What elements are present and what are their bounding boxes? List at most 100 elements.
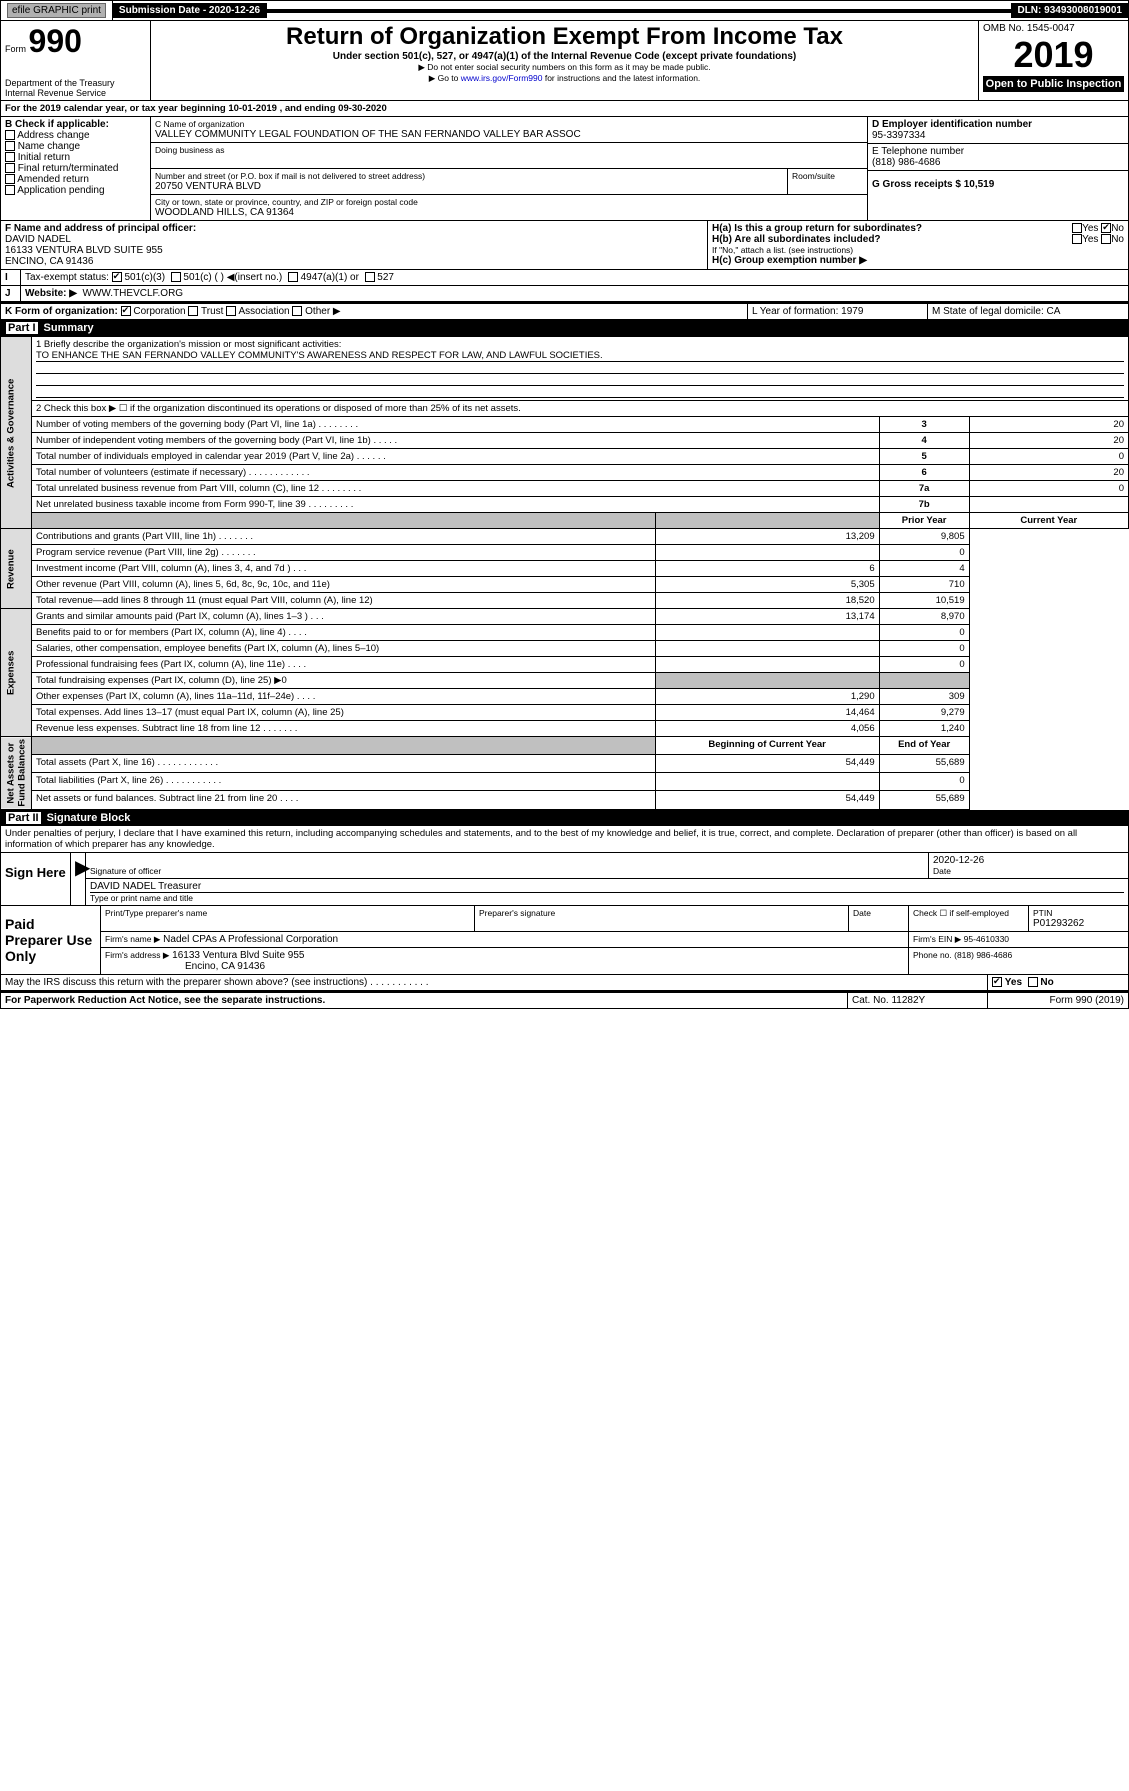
box-b-label: B Check if applicable: — [5, 119, 146, 130]
officer-name: DAVID NADEL — [5, 234, 703, 245]
discuss-yes[interactable] — [992, 977, 1002, 987]
table-row: Professional fundraising fees (Part IX, … — [1, 657, 1129, 673]
open-public-badge: Open to Public Inspection — [983, 76, 1124, 92]
tax-year: 2019 — [983, 34, 1124, 76]
form-number: 990 — [29, 23, 82, 59]
box-m: M State of legal domicile: CA — [928, 304, 1128, 319]
sign-here-label: Sign Here — [1, 853, 71, 905]
h-b-note: If "No," attach a list. (see instruction… — [712, 245, 1124, 255]
table-row: Total number of volunteers (estimate if … — [1, 465, 1129, 481]
subtitle: Under section 501(c), 527, or 4947(a)(1)… — [159, 51, 970, 62]
form-header: Form 990 Department of the Treasury Inte… — [0, 21, 1129, 101]
table-row: Net unrelated business taxable income fr… — [1, 497, 1129, 513]
check-trust[interactable] — [188, 306, 198, 316]
table-row: Number of independent voting members of … — [1, 433, 1129, 449]
phone-value: (818) 986-4686 — [872, 157, 1124, 168]
period-a: For the 2019 calendar year, or tax year … — [1, 101, 1128, 116]
city-label: City or town, state or province, country… — [155, 197, 863, 207]
box-g-label: G Gross receipts $ 10,519 — [872, 179, 1124, 190]
discuss-row: May the IRS discuss this return with the… — [0, 975, 1129, 991]
q1-answer: TO ENHANCE THE SAN FERNANDO VALLEY COMMU… — [36, 350, 1124, 362]
hb-no[interactable] — [1101, 234, 1111, 244]
note-ssn: ▶ Do not enter social security numbers o… — [159, 62, 970, 73]
dln: DLN: 93493008019001 — [1011, 3, 1128, 18]
box-d-label: D Employer identification number — [872, 119, 1124, 130]
box-e-label: E Telephone number — [872, 146, 1124, 157]
city-value: WOODLAND HILLS, CA 91364 — [155, 207, 863, 218]
page-title: Return of Organization Exempt From Incom… — [159, 23, 970, 51]
part1-table: Activities & Governance 1 Briefly descri… — [0, 336, 1129, 810]
box-k-label: K Form of organization: — [5, 306, 118, 317]
form-org-row: K Form of organization: Corporation Trus… — [0, 302, 1129, 320]
check-501c3[interactable] — [112, 272, 122, 282]
street-value: 20750 VENTURA BLVD — [155, 181, 783, 192]
table-row: Total fundraising expenses (Part IX, col… — [1, 673, 1129, 689]
check-amended[interactable]: Amended return — [5, 174, 146, 185]
vert-revenue: Revenue — [1, 529, 32, 609]
org-info-block: B Check if applicable: Address change Na… — [0, 117, 1129, 221]
check-assoc[interactable] — [226, 306, 236, 316]
check-501c[interactable] — [171, 272, 181, 282]
vert-expenses: Expenses — [1, 609, 32, 737]
q2-label: 2 Check this box ▶ ☐ if the organization… — [32, 401, 1129, 417]
discuss-no[interactable] — [1028, 977, 1038, 987]
tax-exempt-label: Tax-exempt status: — [25, 272, 109, 283]
check-other[interactable] — [292, 306, 302, 316]
check-address-change[interactable]: Address change — [5, 130, 146, 141]
check-corp[interactable] — [121, 306, 131, 316]
q1-label: 1 Briefly describe the organization's mi… — [36, 339, 1124, 350]
room-label: Room/suite — [787, 169, 867, 194]
vert-activities: Activities & Governance — [1, 337, 32, 529]
part1-header: Part ISummary — [0, 320, 1129, 336]
h-b-label: H(b) Are all subordinates included? — [712, 234, 881, 245]
table-row: Net assets or fund balances. Subtract li… — [1, 791, 1129, 809]
ein-value: 95-3397334 — [872, 130, 1124, 141]
table-row: Total assets (Part X, line 16) . . . . .… — [1, 755, 1129, 773]
table-row: Program service revenue (Part VIII, line… — [1, 545, 1129, 561]
irs-link[interactable]: www.irs.gov/Form990 — [461, 73, 543, 83]
website-row: J Website: ▶ WWW.THEVCLF.ORG — [0, 286, 1129, 302]
check-final-return[interactable]: Final return/terminated — [5, 163, 146, 174]
check-initial-return[interactable]: Initial return — [5, 152, 146, 163]
table-row: Benefits paid to or for members (Part IX… — [1, 625, 1129, 641]
org-name: VALLEY COMMUNITY LEGAL FOUNDATION OF THE… — [155, 129, 863, 140]
table-row: Revenue less expenses. Subtract line 18 … — [1, 721, 1129, 737]
table-row: Total revenue—add lines 8 through 11 (mu… — [1, 593, 1129, 609]
website-value: WWW.THEVCLF.ORG — [83, 288, 184, 299]
h-a-label: H(a) Is this a group return for subordin… — [712, 223, 922, 234]
box-l: L Year of formation: 1979 — [748, 304, 928, 319]
hb-yes[interactable] — [1072, 234, 1082, 244]
form-prefix: Form — [5, 44, 26, 54]
check-527[interactable] — [365, 272, 375, 282]
table-row: Total unrelated business revenue from Pa… — [1, 481, 1129, 497]
sign-here-block: Sign Here ▶ Signature of officer 2020-12… — [0, 853, 1129, 906]
officer-group-block: F Name and address of principal officer:… — [0, 221, 1129, 270]
table-row: Investment income (Part VIII, column (A)… — [1, 561, 1129, 577]
table-row: Number of voting members of the governin… — [1, 417, 1129, 433]
table-row: Salaries, other compensation, employee b… — [1, 641, 1129, 657]
efile-print-button[interactable]: efile GRAPHIC print — [7, 3, 106, 18]
note-link: ▶ Go to — [429, 73, 461, 83]
table-row: Total expenses. Add lines 13–17 (must eq… — [1, 705, 1129, 721]
paid-preparer-block: Paid Preparer Use Only Print/Type prepar… — [0, 906, 1129, 975]
check-4947[interactable] — [288, 272, 298, 282]
vert-netassets: Net Assets or Fund Balances — [1, 737, 32, 810]
dept-label: Department of the Treasury Internal Reve… — [5, 78, 146, 98]
ha-no[interactable] — [1101, 223, 1111, 233]
street-label: Number and street (or P.O. box if mail i… — [155, 171, 783, 181]
officer-addr2: ENCINO, CA 91436 — [5, 256, 703, 267]
check-application-pending[interactable]: Application pending — [5, 185, 146, 196]
submission-date: Submission Date - 2020-12-26 — [113, 3, 267, 18]
ha-yes[interactable] — [1072, 223, 1082, 233]
website-label: Website: ▶ — [25, 288, 77, 299]
box-f-label: F Name and address of principal officer: — [5, 223, 703, 234]
table-row: Total liabilities (Part X, line 26) . . … — [1, 773, 1129, 791]
table-row: Total number of individuals employed in … — [1, 449, 1129, 465]
check-name-change[interactable]: Name change — [5, 141, 146, 152]
top-bar: efile GRAPHIC print Submission Date - 20… — [0, 0, 1129, 21]
box-c-name-label: C Name of organization — [155, 119, 863, 129]
footer-row: For Paperwork Reduction Act Notice, see … — [0, 991, 1129, 1009]
table-row: Other expenses (Part IX, column (A), lin… — [1, 689, 1129, 705]
table-row: Other revenue (Part VIII, column (A), li… — [1, 577, 1129, 593]
dba-label: Doing business as — [155, 145, 863, 155]
